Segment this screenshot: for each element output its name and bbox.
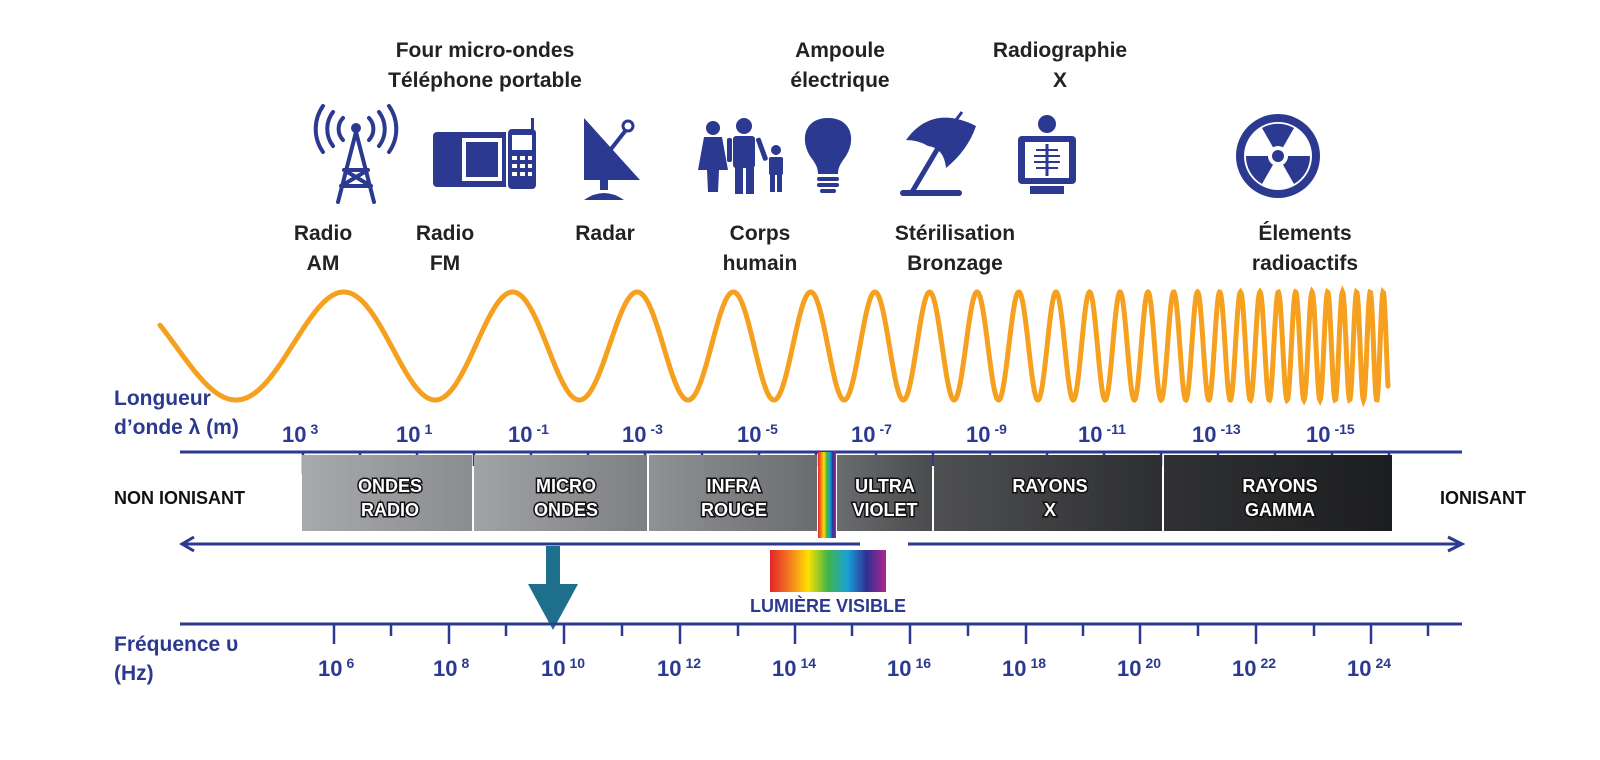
- band-label-uv: ULTRA VIOLET: [852, 476, 917, 520]
- label-radio-fm: Radio FM: [415, 222, 475, 275]
- band-gamma: [1164, 455, 1392, 531]
- label-corps-humain: Corps humain: [722, 222, 798, 275]
- visible-light-label: LUMIÈRE VISIBLE: [750, 596, 907, 616]
- fq-tick-9: 10 24: [1347, 655, 1391, 681]
- wave-curve: [157, 285, 1391, 408]
- fq-tick-3: 10 12: [657, 655, 701, 681]
- light-bulb-icon: [804, 118, 852, 193]
- wl-tick-3: 10 -3: [622, 421, 663, 447]
- frequency-title: Fréquence υ (Hz): [114, 633, 239, 685]
- fq-tick-8: 10 22: [1232, 655, 1276, 681]
- radiation-icon: [1236, 114, 1320, 198]
- ionisation-arrow: [179, 535, 1466, 553]
- band-label-ir: INFRA ROUGE: [701, 476, 767, 520]
- band-ir: [649, 455, 817, 531]
- label-radiographie: Radiographie X: [992, 39, 1128, 92]
- wl-tick-6: 10 -9: [966, 421, 1007, 447]
- label-radioactifs: Élements radioactifs: [1251, 222, 1359, 275]
- fq-tick-4: 10 14: [772, 655, 816, 681]
- satellite-dish-icon: [584, 118, 640, 200]
- label-micro-ondes: Four micro-ondes Téléphone portable: [388, 39, 582, 92]
- non-ionisant-label: NON IONISANT: [114, 488, 246, 508]
- band-micro: [474, 455, 647, 531]
- band-label-gamma: RAYONS GAMMA: [1242, 476, 1317, 520]
- band-labels: ONDES RADIO MICRO ONDES INFRA ROUGE ULTRA VI…: [356, 475, 1319, 522]
- spectrum-bands: [302, 452, 1392, 538]
- x-ray-icon: [1018, 115, 1076, 194]
- wl-tick-2: 10 -1: [508, 421, 549, 447]
- wl-tick-7: 10 -11: [1078, 421, 1126, 447]
- band-label-radio: ONDES RADIO: [358, 476, 422, 520]
- band-label-micro: MICRO ONDES: [534, 476, 598, 520]
- wl-tick-5: 10 -7: [851, 421, 892, 447]
- radio-tower-icon: [313, 104, 399, 204]
- wavelength-tick-labels: 10 3 10 1 10 -1 10 -3 10 -5 10 -7 10 -9 10 -11 1…: [282, 421, 1355, 447]
- band-visible-strip: [818, 452, 836, 538]
- frequency-axis-ticks: [332, 624, 1430, 644]
- label-ampoule: Ampoule électrique: [790, 39, 890, 92]
- label-sterilisation: Stérilisation Bronzage: [894, 222, 1016, 275]
- fq-tick-6: 10 18: [1002, 655, 1046, 681]
- fq-tick-2: 10 10: [541, 655, 585, 681]
- label-radar: Radar: [575, 222, 635, 245]
- frequency-tick-labels: 10 6 10 8 10 10 10 12 10 14 10 16 10 18 10 20 10…: [318, 655, 1391, 681]
- fq-tick-5: 10 16: [887, 655, 931, 681]
- wl-tick-9: 10 -15: [1306, 421, 1355, 447]
- band-label-x: RAYONS X: [1012, 476, 1087, 520]
- wl-tick-0: 10 3: [282, 421, 318, 447]
- band-x: [934, 455, 1162, 531]
- beach-umbrella-icon: [900, 111, 976, 196]
- down-arrow-icon: [528, 546, 578, 630]
- visible-light-spectrum: [770, 550, 886, 592]
- label-radio-am: Radio AM: [293, 222, 353, 275]
- wavelength-title: Longueur d’onde λ (m): [114, 387, 239, 439]
- wl-tick-4: 10 -5: [737, 421, 778, 447]
- fq-tick-1: 10 8: [433, 655, 469, 681]
- wl-tick-8: 10 -13: [1192, 421, 1241, 447]
- fq-tick-0: 10 6: [318, 655, 354, 681]
- mobile-phone-icon: [433, 118, 538, 191]
- family-icon: [698, 118, 783, 194]
- band-uv: [837, 455, 932, 531]
- ionisant-label: IONISANT: [1440, 488, 1527, 508]
- fq-tick-7: 10 20: [1117, 655, 1161, 681]
- band-radio: [302, 455, 472, 531]
- wl-tick-1: 10 1: [396, 421, 432, 447]
